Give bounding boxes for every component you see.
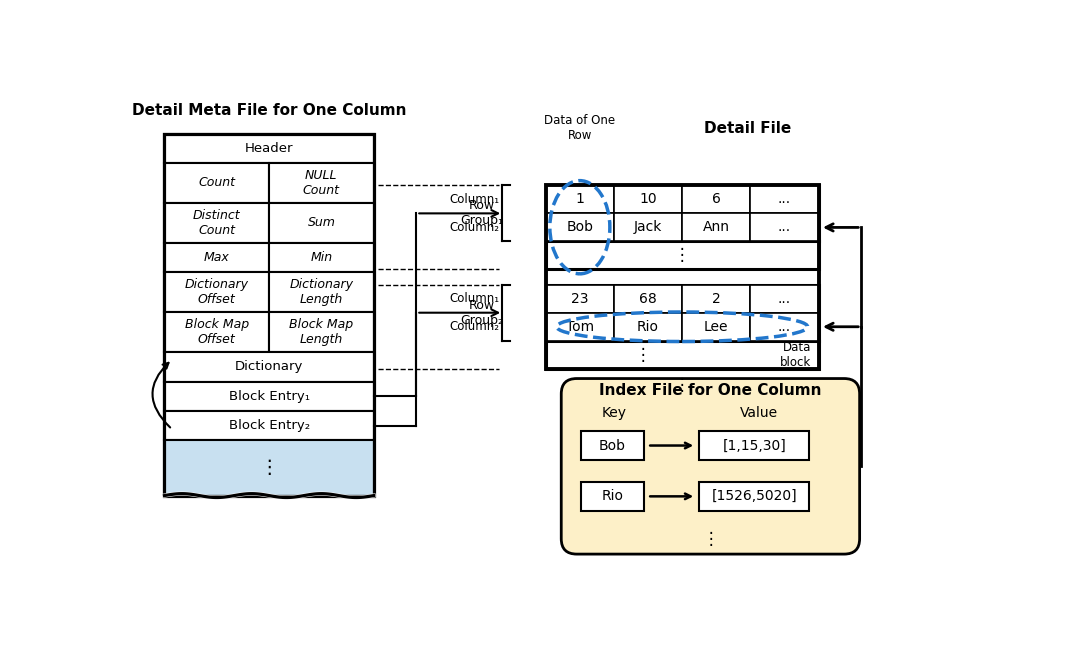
Text: [1,15,30]: [1,15,30] — [723, 439, 786, 452]
Text: Header: Header — [245, 142, 294, 155]
Bar — [683, 285, 751, 313]
Bar — [581, 482, 644, 511]
Bar — [683, 313, 751, 341]
Text: 6: 6 — [712, 192, 720, 206]
Text: Dictionary
Length: Dictionary Length — [289, 278, 353, 306]
Bar — [545, 213, 613, 241]
Bar — [164, 203, 269, 243]
Text: Tom: Tom — [566, 319, 594, 334]
Bar — [545, 185, 819, 368]
Bar — [269, 163, 374, 203]
Bar — [164, 134, 374, 163]
Text: 10: 10 — [639, 192, 657, 206]
Bar — [613, 285, 683, 313]
Text: Lee: Lee — [704, 319, 729, 334]
Text: 1: 1 — [576, 192, 584, 206]
Text: Dictionary: Dictionary — [234, 361, 303, 374]
Bar — [751, 313, 819, 341]
Bar — [164, 163, 269, 203]
Text: Data
block: Data block — [780, 340, 811, 368]
Text: ⋮: ⋮ — [635, 346, 651, 364]
Bar — [164, 134, 374, 496]
Text: Row
Group₁: Row Group₁ — [461, 200, 503, 228]
Text: [1526,5020]: [1526,5020] — [712, 490, 797, 503]
Text: Jack: Jack — [634, 220, 662, 235]
Text: NULL
Count: NULL Count — [302, 169, 340, 197]
Text: Rio: Rio — [602, 490, 623, 503]
Bar — [613, 313, 683, 341]
Text: ...: ... — [778, 220, 791, 235]
Bar — [545, 185, 819, 241]
Text: Key: Key — [602, 406, 626, 420]
Text: ⋮: ⋮ — [674, 376, 690, 394]
Bar — [164, 352, 374, 381]
Bar — [164, 440, 374, 496]
Text: Ann: Ann — [703, 220, 730, 235]
Bar — [269, 243, 374, 273]
Bar — [164, 411, 374, 440]
Text: Max: Max — [204, 251, 230, 264]
Bar — [269, 273, 374, 312]
Text: Column₂: Column₂ — [449, 221, 499, 234]
Text: Column₁: Column₁ — [449, 193, 499, 206]
Bar — [751, 285, 819, 313]
Text: Block Entry₂: Block Entry₂ — [229, 419, 310, 432]
Text: Detail File: Detail File — [704, 121, 791, 136]
Text: Value: Value — [740, 406, 778, 420]
Text: Dictionary
Offset: Dictionary Offset — [185, 278, 248, 306]
Bar — [613, 185, 683, 213]
Text: Count: Count — [199, 177, 235, 190]
Bar — [164, 273, 269, 312]
Bar — [545, 313, 613, 341]
Text: Detail Meta File for One Column: Detail Meta File for One Column — [132, 103, 406, 118]
Text: Block Entry₁: Block Entry₁ — [229, 390, 310, 403]
Bar — [545, 341, 819, 368]
Text: Block Map
Offset: Block Map Offset — [185, 318, 248, 346]
Text: Bob: Bob — [599, 439, 626, 452]
Bar — [269, 312, 374, 352]
Text: 68: 68 — [639, 291, 657, 306]
Bar — [164, 243, 269, 273]
Text: Rio: Rio — [637, 319, 659, 334]
Bar — [581, 431, 644, 460]
Bar — [699, 482, 809, 511]
Bar — [751, 185, 819, 213]
Bar — [164, 312, 269, 352]
Text: Distinct
Count: Distinct Count — [193, 209, 241, 237]
Bar — [545, 241, 819, 269]
Bar — [545, 185, 613, 213]
Text: Data of One
Row: Data of One Row — [544, 114, 616, 142]
Bar — [545, 285, 613, 313]
Text: Min: Min — [310, 251, 333, 264]
Text: Index File for One Column: Index File for One Column — [599, 383, 822, 398]
Bar — [683, 213, 751, 241]
Text: Column₂: Column₂ — [449, 320, 499, 333]
Text: Block Map
Length: Block Map Length — [289, 318, 353, 346]
Text: ...: ... — [778, 291, 791, 306]
Text: ⋮: ⋮ — [702, 529, 719, 548]
Bar — [269, 203, 374, 243]
Text: ...: ... — [778, 192, 791, 206]
Text: 2: 2 — [712, 291, 720, 306]
Text: Sum: Sum — [308, 216, 335, 230]
Bar — [613, 213, 683, 241]
Text: ...: ... — [778, 319, 791, 334]
Bar — [699, 431, 809, 460]
Text: ⋮: ⋮ — [674, 246, 690, 264]
Bar — [751, 213, 819, 241]
Text: Row
Group₂: Row Group₂ — [461, 299, 503, 327]
Bar — [545, 285, 819, 341]
Bar — [683, 185, 751, 213]
Text: 23: 23 — [571, 291, 589, 306]
Bar — [164, 381, 374, 411]
Text: Column₁: Column₁ — [449, 292, 499, 305]
FancyBboxPatch shape — [562, 379, 860, 554]
Text: ⋮: ⋮ — [259, 458, 279, 477]
Text: Bob: Bob — [566, 220, 593, 235]
